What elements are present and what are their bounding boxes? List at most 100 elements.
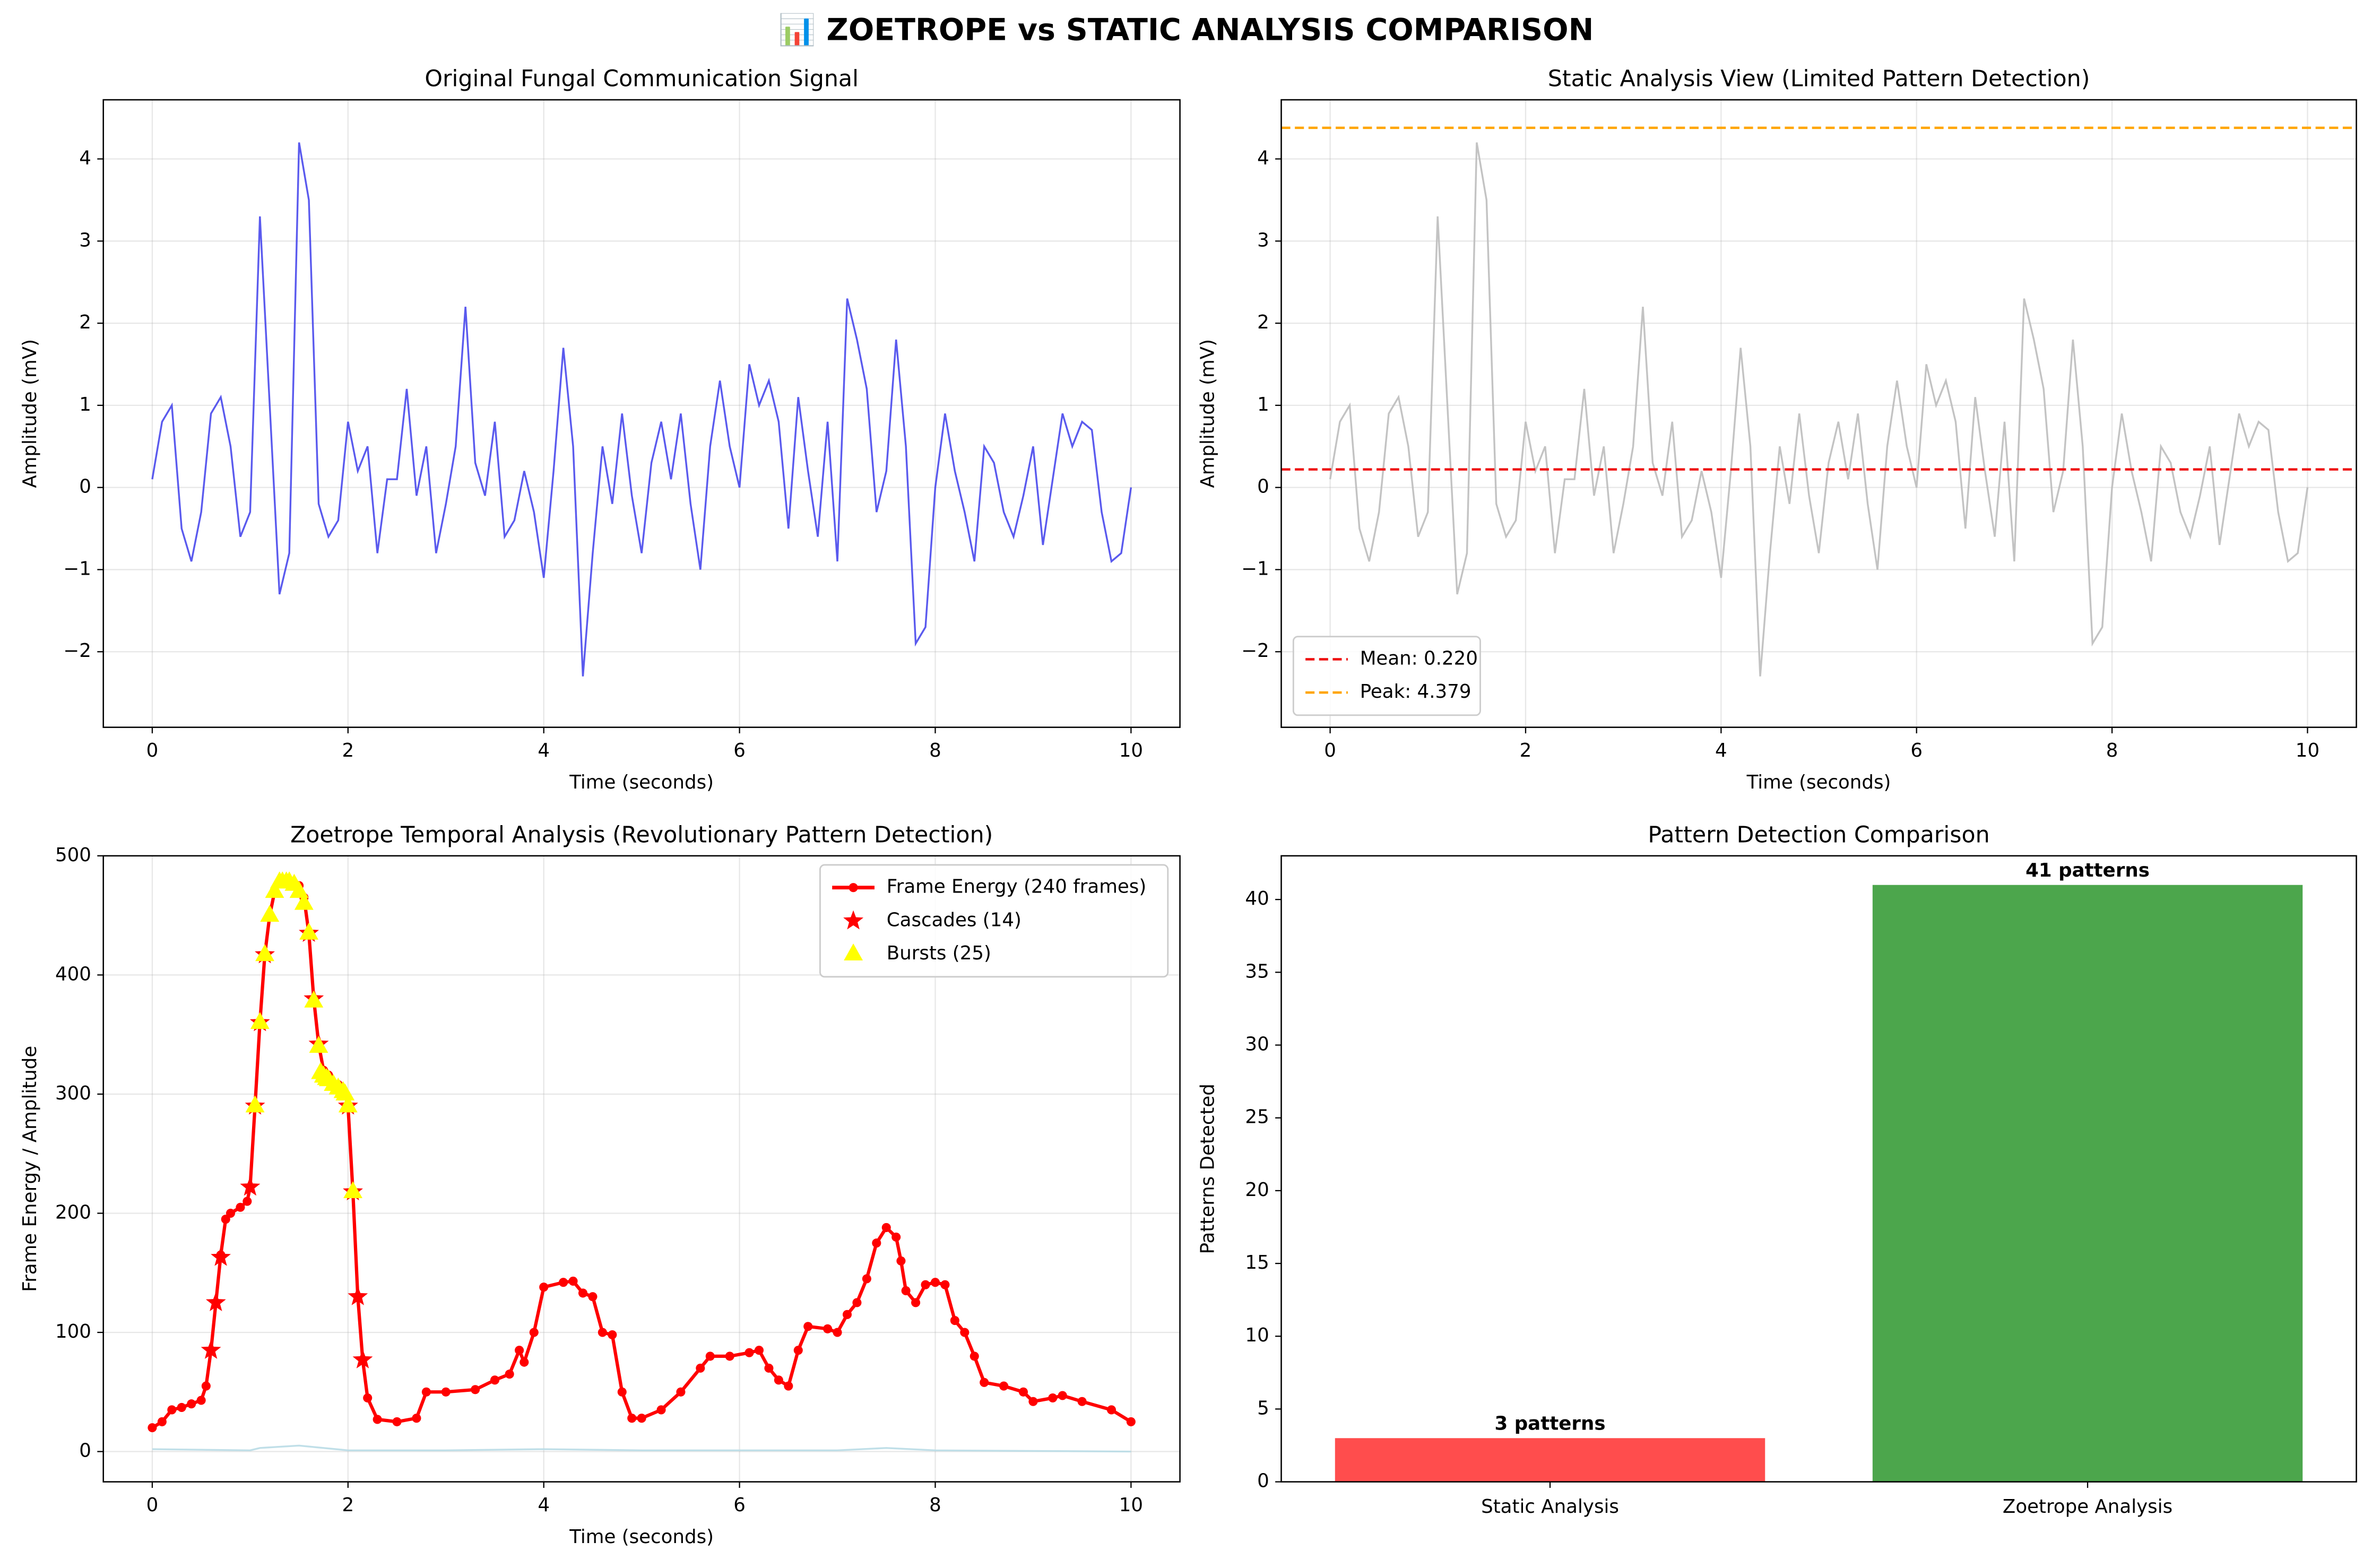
y-tick-label: 3 xyxy=(1257,229,1269,251)
y-tick-label: 25 xyxy=(1245,1106,1269,1128)
triangle-marker xyxy=(255,944,274,961)
x-tick-label: 0 xyxy=(146,1494,159,1516)
point-marker xyxy=(490,1375,500,1385)
point-marker xyxy=(1106,1405,1116,1415)
y-tick-label: 15 xyxy=(1245,1252,1269,1274)
point-marker xyxy=(764,1363,774,1373)
point-marker xyxy=(842,1310,852,1319)
point-marker xyxy=(167,1405,177,1415)
star-marker xyxy=(205,1292,226,1312)
x-axis-label: Time (seconds) xyxy=(1746,772,1891,793)
axes-frame xyxy=(1280,99,2357,728)
y-axis-label: Frame Energy / Amplitude xyxy=(19,1046,41,1292)
legend-marker xyxy=(849,883,858,893)
point-marker xyxy=(363,1393,373,1403)
triangle-marker xyxy=(309,1036,328,1053)
y-tick-label: 400 xyxy=(55,963,91,985)
point-marker xyxy=(196,1396,206,1405)
x-axis-label: Time (seconds) xyxy=(569,1526,714,1548)
star-marker xyxy=(211,1246,231,1266)
point-marker xyxy=(676,1387,686,1397)
star-marker xyxy=(352,1349,373,1368)
y-tick-label: −2 xyxy=(63,640,91,662)
point-marker xyxy=(617,1387,627,1397)
x-tick-label: 10 xyxy=(2296,740,2319,761)
series-line xyxy=(1329,142,2309,677)
triangle-marker xyxy=(343,1181,362,1199)
x-tick-label: 0 xyxy=(1324,740,1336,761)
axes-title: Pattern Detection Comparison xyxy=(1648,821,1989,848)
axes-frame xyxy=(102,99,1181,728)
y-tick-label: 4 xyxy=(79,148,91,169)
point-marker xyxy=(803,1322,813,1331)
y-tick-label: 1 xyxy=(79,394,91,415)
series-line xyxy=(152,1444,1131,1453)
x-tick-label: 4 xyxy=(1715,740,1727,761)
point-marker xyxy=(177,1402,186,1413)
point-marker xyxy=(1028,1397,1038,1406)
point-marker xyxy=(754,1346,764,1355)
y-tick-label: 20 xyxy=(1245,1179,1269,1201)
y-tick-label: 500 xyxy=(55,844,91,866)
legend-marker xyxy=(843,910,864,930)
legend-label: Cascades (14) xyxy=(887,909,1021,931)
star-marker xyxy=(348,1286,368,1305)
x-tick-label: 2 xyxy=(342,740,354,761)
point-marker xyxy=(901,1286,911,1295)
point-marker xyxy=(891,1232,901,1242)
y-tick-label: 4 xyxy=(1257,148,1269,169)
series-line xyxy=(151,142,1132,677)
point-marker xyxy=(412,1414,421,1423)
point-marker xyxy=(881,1223,891,1232)
axes-title: Original Fungal Communication Signal xyxy=(425,66,859,92)
y-tick-label: 10 xyxy=(1245,1324,1269,1346)
point-marker xyxy=(999,1381,1009,1391)
point-marker xyxy=(505,1370,514,1379)
x-tick-label: 4 xyxy=(538,740,550,761)
y-tick-label: −1 xyxy=(1241,558,1269,579)
point-marker xyxy=(520,1357,529,1367)
point-marker xyxy=(774,1375,783,1385)
point-marker xyxy=(236,1202,245,1212)
x-tick-label: 8 xyxy=(929,1494,941,1516)
y-tick-label: 40 xyxy=(1245,888,1269,909)
point-marker xyxy=(578,1288,588,1298)
y-tick-label: 5 xyxy=(1257,1397,1269,1419)
point-marker xyxy=(608,1330,617,1340)
point-marker xyxy=(696,1363,705,1373)
point-marker xyxy=(471,1385,480,1394)
point-marker xyxy=(1018,1387,1028,1397)
axes-title: Zoetrope Temporal Analysis (Revolutionar… xyxy=(290,821,993,848)
point-marker xyxy=(656,1405,666,1415)
point-marker xyxy=(725,1352,734,1361)
y-tick-label: 30 xyxy=(1245,1034,1269,1055)
y-tick-label: 0 xyxy=(1257,1470,1269,1492)
legend-label: Bursts (25) xyxy=(887,942,991,964)
point-marker xyxy=(226,1208,236,1218)
triangle-marker xyxy=(245,1095,265,1113)
bar-value-label: 41 patterns xyxy=(2025,860,2150,881)
y-tick-label: 300 xyxy=(55,1082,91,1104)
point-marker xyxy=(588,1292,598,1302)
y-tick-label: −1 xyxy=(63,558,91,579)
point-marker xyxy=(627,1414,637,1423)
triangle-marker xyxy=(260,905,280,922)
x-tick-label: 2 xyxy=(1520,740,1532,761)
point-marker xyxy=(896,1256,906,1266)
legend-box xyxy=(1292,636,1481,716)
y-tick-label: −2 xyxy=(1241,640,1269,662)
legend-marker xyxy=(844,943,863,961)
point-marker xyxy=(421,1387,431,1397)
y-axis-label: Amplitude (mV) xyxy=(19,339,41,488)
point-marker xyxy=(705,1352,715,1361)
triangle-marker xyxy=(338,1095,358,1113)
triangle-marker xyxy=(335,1083,355,1101)
point-marker xyxy=(940,1280,950,1289)
y-axis-label: Patterns Detected xyxy=(1197,1084,1219,1254)
triangle-marker xyxy=(250,1012,270,1029)
triangle-marker xyxy=(265,881,284,898)
x-tick-label: 0 xyxy=(146,740,159,761)
y-tick-label: 2 xyxy=(1257,311,1269,333)
point-marker xyxy=(745,1348,754,1357)
